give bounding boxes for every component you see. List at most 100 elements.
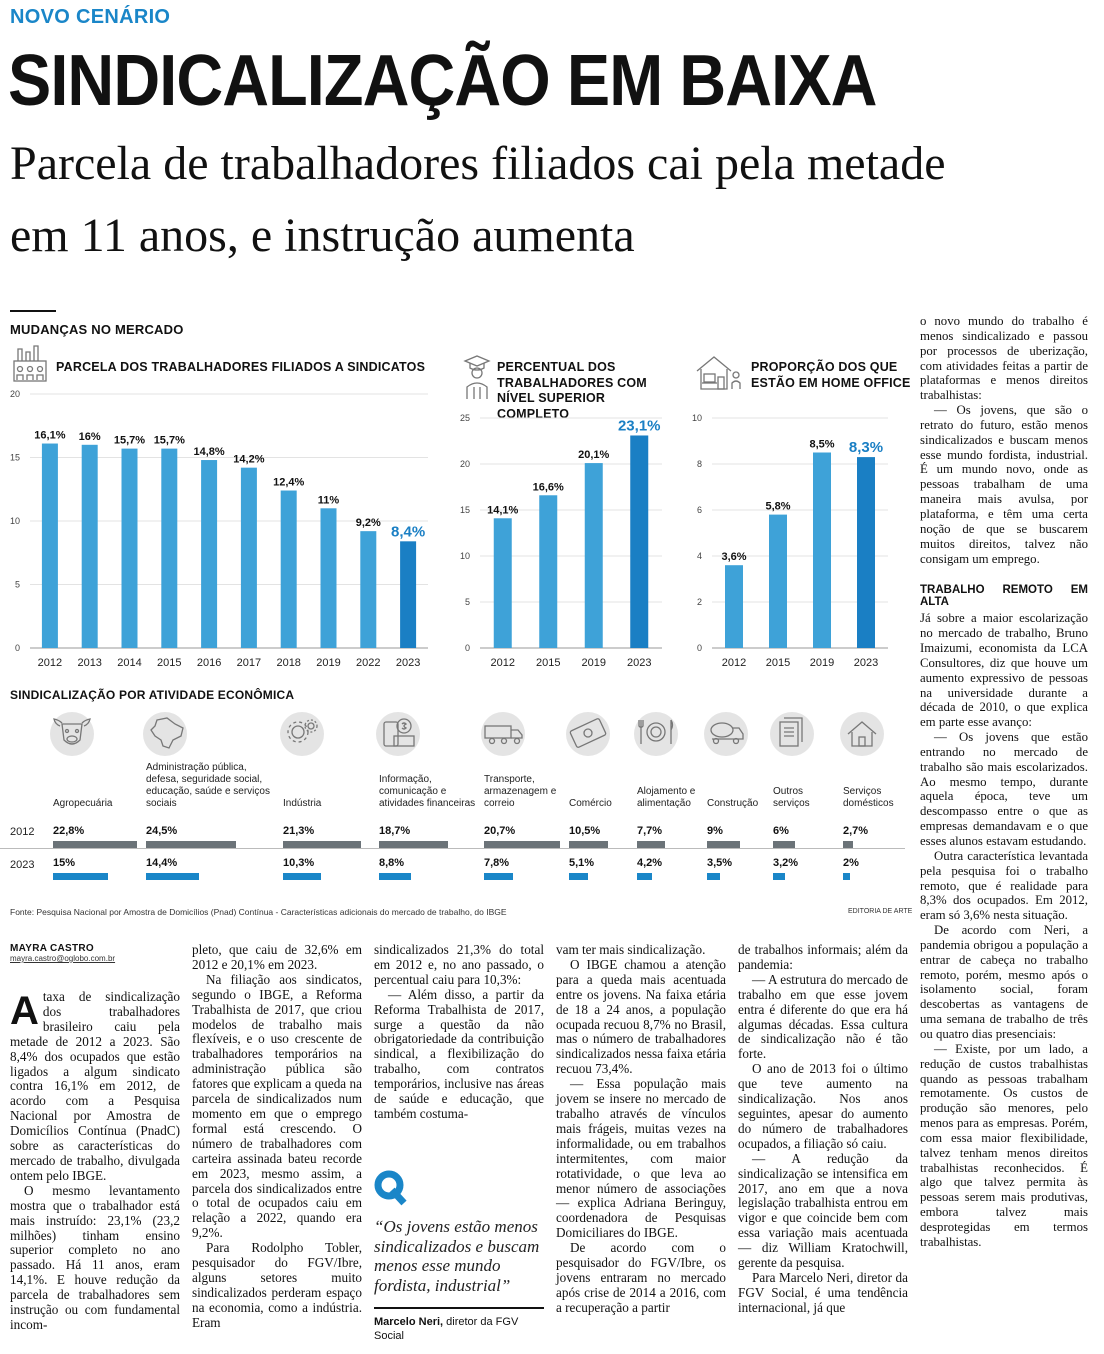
bar-value-label: 20,1%: [578, 449, 609, 461]
activity-bar-2023: [773, 873, 785, 880]
bar: [813, 452, 831, 648]
bar: [81, 444, 98, 648]
article-col-3: sindicalizados 21,3% do total em 2012 e,…: [374, 942, 544, 1122]
home-icon-glyph: [847, 721, 877, 747]
activity-name: Outros serviços: [773, 786, 810, 809]
activity-bar-2023: [379, 873, 412, 880]
y-tick-label: 6: [697, 505, 702, 515]
bar-value-label: 14,1%: [487, 504, 518, 516]
bar: [584, 463, 603, 648]
cutlery-icon: [634, 712, 678, 756]
sidebar-column: o novo mundo do trabalho é menos sindica…: [920, 314, 1088, 1250]
quote-text: “Os jovens estão menos sindicalizados e …: [374, 1217, 540, 1295]
activity-value-2012: 6%: [773, 825, 789, 837]
x-tick-label: 2014: [117, 657, 141, 669]
cutlery-icon-glyph: [638, 719, 674, 744]
bar-value-label: 8,5%: [809, 439, 834, 451]
activity-bar-2012: [484, 841, 560, 848]
banknote-icon: [566, 712, 610, 756]
bar: [240, 467, 257, 648]
activity-value-2012: 18,7%: [379, 825, 411, 837]
chart2-title: PERCENTUAL DOS TRABALHADORES COM NÍVEL S…: [497, 360, 647, 421]
bar: [725, 565, 743, 648]
activity-value-2012: 21,3%: [283, 825, 315, 837]
activity-value-2012: 24,5%: [146, 825, 178, 837]
quote-author: Marcelo Neri,: [374, 1316, 444, 1329]
x-tick-label: 2023: [627, 657, 651, 669]
y-tick-label: 0: [15, 643, 20, 653]
x-tick-label: 2015: [536, 657, 560, 669]
documents-icon-glyph: [779, 717, 803, 747]
phone-money-icon: [376, 712, 420, 756]
chart-home-office: 0 2 4 6 8 10 3,6% 2012 5,8% 2015 8,5% 2019 8,3% 2023: [692, 413, 888, 669]
pull-quote: Q “Os jovens estão menos sindicalizados …: [374, 1170, 544, 1344]
article-para: — A estrutura do mercado de trabalho em …: [738, 971, 908, 1062]
article-col-5: de trabalhos informais; além da pandemia…: [738, 942, 908, 1316]
activity-value-2023: 5,1%: [569, 857, 595, 869]
activity-bar-2023: [283, 873, 321, 880]
bar-value-label: 8,4%: [391, 523, 425, 540]
y-tick-label: 10: [692, 413, 702, 423]
bar-value-label: 15,7%: [154, 435, 185, 447]
y-tick-label: 15: [460, 505, 470, 515]
article-para: O ano de 2013 foi o último que teve aume…: [738, 1061, 908, 1151]
bar-value-label: 5,8%: [765, 501, 790, 513]
bar: [539, 495, 558, 648]
bar: [121, 448, 138, 648]
chart1-title: PARCELA DOS TRABALHADORES FILIADOS A SIN…: [56, 360, 426, 374]
activity-name: Comércio: [569, 798, 612, 809]
x-tick-label: 2015: [766, 657, 790, 669]
activity-value-2023: 2%: [843, 857, 859, 869]
y-tick-label: 2: [697, 597, 702, 607]
byline-block: MAYRA CASTRO mayra.castro@oglobo.com.br: [10, 943, 180, 963]
bar-value-label: 11%: [318, 494, 340, 506]
bar-value-label: 16%: [79, 431, 101, 443]
home-icon: [840, 712, 884, 756]
bar-value-label: 8,3%: [849, 439, 883, 456]
documents-icon: [770, 712, 814, 756]
kicker: NOVO CENÁRIO: [10, 6, 171, 28]
activity-bar-2012: [569, 841, 608, 848]
article-para: De acordo com o pesquisador do FGV/Ibre,…: [556, 1240, 726, 1315]
cow-icon: [50, 712, 94, 756]
graphic-section-title: MUDANÇAS NO MERCADO: [10, 322, 184, 337]
bar: [360, 531, 377, 648]
article-para: O IBGE chamou a atenção para a queda mai…: [556, 956, 726, 1077]
bar: [630, 435, 649, 648]
activity-value-2012: 9%: [707, 825, 723, 837]
bar-value-label: 9,2%: [356, 517, 381, 529]
activity-bar-2023: [637, 873, 653, 880]
bar: [400, 541, 417, 648]
activity-bar-2023: [843, 873, 851, 880]
activity-value-2023: 15%: [53, 857, 76, 869]
brazil-map-icon: [143, 712, 187, 756]
activity-value-2023: 14,4%: [146, 857, 178, 869]
author-email[interactable]: mayra.castro@oglobo.com.br: [10, 954, 116, 963]
article-para: Para Rodolpho Tobler, pesquisador do FGV…: [192, 1240, 362, 1330]
activity-bar-2012: [637, 841, 666, 848]
source-note: Fonte: Pesquisa Nacional por Amostra de …: [10, 907, 507, 917]
sidebar-para: — Os jovens que estão entrando no mercad…: [920, 730, 1088, 848]
article-para: pleto, que caiu de 32,6% em 2012 e 20,1%…: [192, 942, 362, 972]
activity-value-2012: 22,8%: [53, 825, 85, 837]
chart-union-share: 0 5 10 15 20 16,1% 2012 16% 2013 15,7% 2014 15,7% 20…: [10, 389, 428, 669]
y-tick-label: 4: [697, 551, 702, 561]
y-tick-label: 8: [697, 459, 702, 469]
x-tick-label: 2023: [854, 657, 878, 669]
subhead: Parcela de trabalhadores filiados cai pe…: [10, 137, 946, 262]
section-rule: [10, 310, 56, 312]
bar: [161, 448, 178, 648]
y-tick-label: 20: [10, 389, 20, 399]
chart-higher-education: 0 5 10 15 20 25 14,1% 2012 16,6% 2015 20,1% 2019 23,…: [460, 413, 662, 669]
bar: [320, 508, 337, 648]
activity-name: Administração pública, defesa, seguridad…: [146, 762, 270, 809]
y-tick-label: 0: [697, 643, 702, 653]
brazil-map-icon-glyph: [150, 717, 184, 749]
y-tick-label: 10: [10, 516, 20, 526]
activity-bar-2023: [569, 873, 588, 880]
activity-name: Construção: [707, 798, 759, 809]
y-tick-label: 20: [460, 459, 470, 469]
activity-bar-2012: [283, 841, 362, 848]
article-col-4: vam ter mais sindicalização. O IBGE cham…: [556, 942, 726, 1316]
activity-bar-2012: [53, 841, 137, 848]
